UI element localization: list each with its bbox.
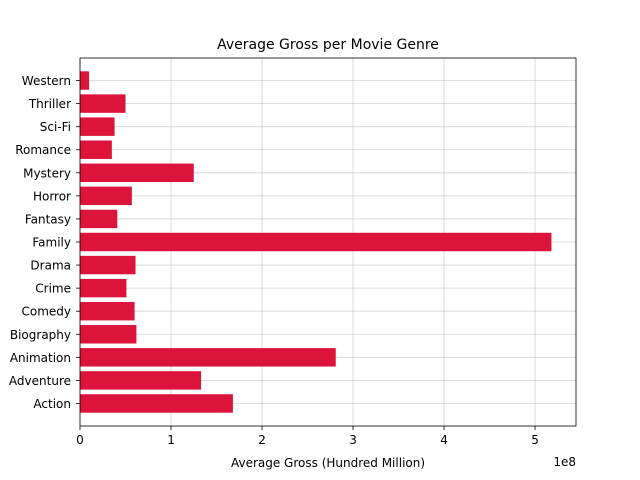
bar-adventure bbox=[80, 371, 202, 390]
x-axis: 0 1 2 3 4 5 bbox=[76, 426, 539, 447]
y-tick-label: Action bbox=[33, 397, 71, 411]
y-tick-label: Romance bbox=[15, 143, 71, 157]
bars-layer bbox=[80, 71, 552, 413]
bar-family bbox=[80, 232, 552, 252]
y-tick-label: Family bbox=[32, 236, 71, 250]
y-tick-label: Sci-Fi bbox=[40, 120, 71, 134]
y-tick-label: Horror bbox=[33, 189, 71, 203]
y-axis: Action Adventure Animation Biography Comedy C… bbox=[9, 74, 80, 411]
y-tick-label: Crime bbox=[35, 282, 71, 296]
x-axis-label: Average Gross (Hundred Million) bbox=[231, 456, 425, 470]
y-tick-label: Drama bbox=[30, 259, 71, 273]
bar-action bbox=[80, 394, 233, 413]
bar-fantasy bbox=[80, 209, 118, 229]
bar-romance bbox=[80, 140, 112, 159]
bar-sci-fi bbox=[80, 117, 115, 136]
y-tick-label: Fantasy bbox=[25, 212, 71, 226]
bar-thriller bbox=[80, 94, 126, 113]
y-tick-label: Mystery bbox=[23, 166, 71, 180]
bar-crime bbox=[80, 278, 127, 298]
x-tick-label: 5 bbox=[531, 433, 539, 447]
x-tick-label: 3 bbox=[349, 433, 357, 447]
bar-animation bbox=[80, 348, 336, 367]
y-tick-label: Animation bbox=[10, 351, 71, 365]
x-tick-label: 4 bbox=[440, 433, 448, 447]
x-tick-label: 0 bbox=[76, 433, 84, 447]
y-tick-label: Adventure bbox=[9, 374, 71, 388]
y-tick-label: Western bbox=[22, 74, 71, 88]
bar-drama bbox=[80, 255, 136, 275]
x-axis-offset-text: 1e8 bbox=[553, 455, 576, 469]
bar-mystery bbox=[80, 163, 194, 183]
bar-biography bbox=[80, 325, 137, 344]
x-tick-label: 2 bbox=[258, 433, 266, 447]
bar-comedy bbox=[80, 301, 135, 321]
y-tick-label: Thriller bbox=[28, 97, 71, 111]
bar-horror bbox=[80, 186, 132, 206]
bar-western bbox=[80, 71, 90, 90]
x-tick-label: 1 bbox=[167, 433, 175, 447]
y-tick-label: Biography bbox=[10, 328, 71, 342]
chart-title: Average Gross per Movie Genre bbox=[217, 37, 439, 53]
y-tick-label: Comedy bbox=[21, 305, 71, 319]
